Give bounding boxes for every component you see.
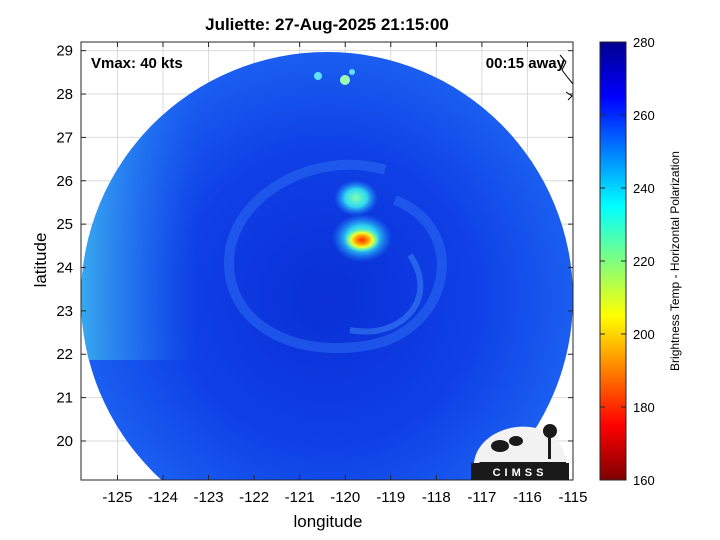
- logo-dish-2: [509, 436, 523, 446]
- time-away-annotation: 00:15 away: [486, 55, 566, 72]
- x-tick-label: -118: [422, 489, 451, 506]
- y-tick-label: 20: [56, 433, 73, 450]
- x-tick-label: -125: [102, 489, 132, 506]
- colorbar-tick-label: 220: [633, 254, 655, 269]
- colorbar-tick-label: 260: [633, 108, 655, 123]
- y-tick-label: 26: [56, 173, 73, 190]
- y-tick-label: 23: [56, 303, 73, 320]
- colorbar: 280 260 240 220 200 180 160 Brightness Temp - …: [599, 35, 682, 488]
- y-axis-label: latitude: [31, 233, 50, 288]
- colorbar-tick-label: 240: [633, 181, 655, 196]
- x-tick-label: -123: [194, 489, 224, 506]
- cloud-cluster-north: [334, 180, 378, 216]
- y-tick-label: 25: [56, 216, 73, 233]
- colorbar-tick-label: 280: [633, 35, 655, 50]
- coastline: [559, 54, 574, 101]
- storm-core: [344, 228, 380, 252]
- x-tick-label: -115: [559, 489, 588, 506]
- vmax-annotation: Vmax: 40 kts: [91, 55, 183, 72]
- y-tick-label: 27: [56, 129, 73, 146]
- colorbar-label: Brightness Temp - Horizontal Polarizatio…: [668, 151, 682, 371]
- x-tick-label: -122: [239, 489, 269, 506]
- logo-banner: [471, 463, 569, 480]
- x-tick-label: -124: [148, 489, 178, 506]
- chart-title: Juliette: 27-Aug-2025 21:15:00: [205, 15, 449, 34]
- cimss-logo: CIMSS: [471, 424, 569, 480]
- logo-tower-leg: [548, 437, 551, 459]
- y-tick-label: 29: [56, 43, 73, 60]
- rainband-inner: [349, 253, 424, 335]
- x-tick-label: -116: [513, 489, 542, 506]
- x-axis-label: longitude: [293, 512, 362, 531]
- plot-border: [80, 41, 574, 481]
- rainband-outer: [224, 159, 447, 354]
- axis-ticks: -125 -124 -123 -122 -121 -120 -119 -118 -117 -116…: [56, 42, 587, 506]
- convection-spot-3: [349, 69, 355, 75]
- x-tick-label: -121: [285, 489, 315, 506]
- logo-text: CIMSS: [493, 467, 548, 479]
- swath-disk: [81, 52, 573, 480]
- convection-spot-2: [340, 75, 350, 85]
- y-tick-label: 24: [56, 260, 73, 277]
- x-tick-label: -117: [467, 489, 496, 506]
- convection-spot-1: [314, 72, 322, 80]
- x-tick-label: -119: [376, 489, 405, 506]
- logo-water-tower: [543, 424, 557, 438]
- colorbar-tick-label: 160: [633, 473, 655, 488]
- colorbar-tick-label: 200: [633, 327, 655, 342]
- colorbar-tick-label: 180: [633, 400, 655, 415]
- colorbar-ticks: 280 260 240 220 200 180 160: [600, 35, 655, 488]
- y-tick-label: 28: [56, 86, 73, 103]
- y-tick-label: 22: [56, 346, 73, 363]
- x-tick-label: -120: [330, 489, 360, 506]
- logo-dish-1: [491, 440, 509, 452]
- y-tick-label: 21: [56, 390, 73, 407]
